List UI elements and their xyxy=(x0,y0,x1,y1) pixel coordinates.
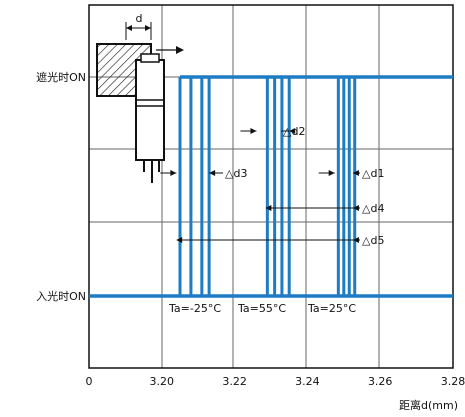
y-level-label: 遮光时ON xyxy=(36,70,86,84)
group-label: Ta=25°C xyxy=(307,302,356,315)
sensor-body xyxy=(136,60,164,160)
annotations: △d2 △d3 △d1 △d4 △d5 xyxy=(160,125,384,247)
x-axis-label: 距离d(mm) xyxy=(399,398,458,412)
annotation-label: △d2 xyxy=(283,125,305,138)
x-tick-label: 3.26 xyxy=(368,375,393,388)
annotation-label: △d1 xyxy=(362,167,384,180)
group-labels: Ta=-25°C Ta=55°C Ta=25°C xyxy=(168,302,356,315)
sensor-diagram: d xyxy=(97,12,184,183)
annotation-label: △d5 xyxy=(362,234,384,247)
x-tick-label: 3.24 xyxy=(295,375,320,388)
x-tick-label: 0 xyxy=(86,375,93,388)
y-level-label: 入光时ON xyxy=(36,289,86,303)
group-label: Ta=55°C xyxy=(237,302,286,315)
y-labels: 遮光时ON 入光时ON xyxy=(36,70,86,303)
arrowhead-icon xyxy=(170,170,176,176)
x-tick-label: 3.28 xyxy=(441,375,465,388)
x-ticks: 0 3.20 3.22 3.24 3.26 3.28 xyxy=(86,375,465,388)
x-tick-label: 3.22 xyxy=(222,375,247,388)
annotation-label: △d3 xyxy=(225,167,247,180)
arrowhead-icon xyxy=(250,128,256,134)
distance-d-label: d xyxy=(136,12,143,25)
arrowhead-icon xyxy=(329,170,335,176)
annotation-label: △d4 xyxy=(362,202,384,215)
move-arrow-icon xyxy=(176,46,184,54)
group-label: Ta=-25°C xyxy=(168,302,221,315)
x-tick-label: 3.20 xyxy=(150,375,175,388)
